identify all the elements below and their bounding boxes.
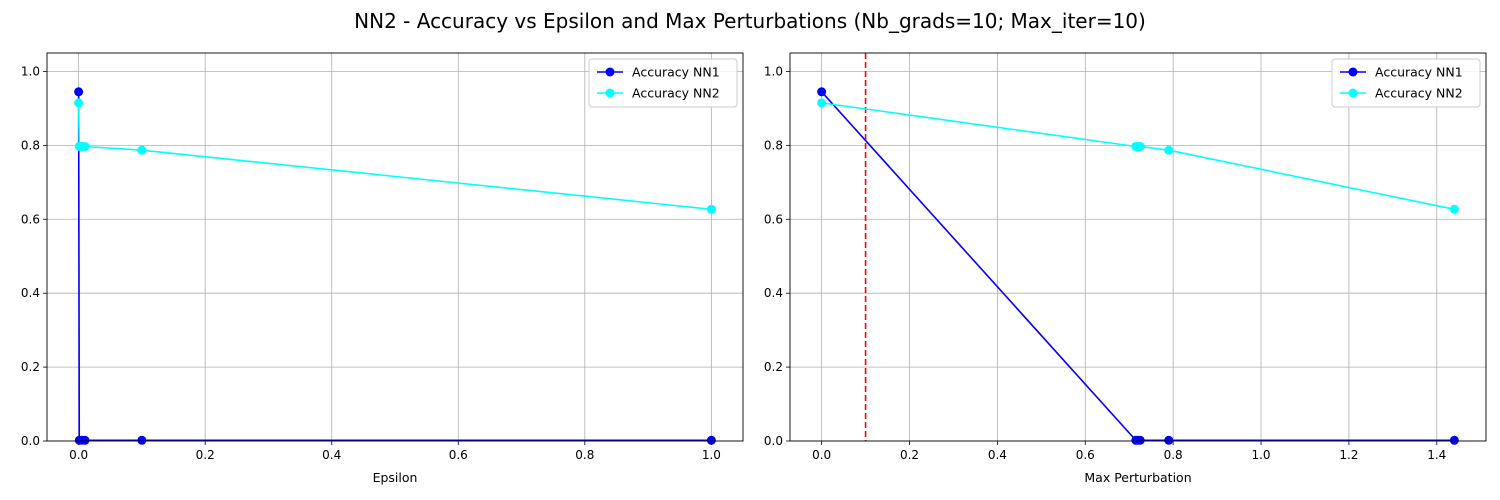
right-axes-frame bbox=[789, 52, 1487, 442]
right-chart-panel: 0.0 0.2 0.4 0.6 0.8 1.0 1.2 1.4 0.0 0.2 0.4 0.6 0.8 1… bbox=[764, 52, 1487, 485]
right-x-tick-label: 1.4 bbox=[1427, 448, 1446, 462]
left-legend-marker bbox=[605, 67, 615, 77]
right-x-tick-label: 0.2 bbox=[900, 448, 919, 462]
right-plot-area bbox=[790, 53, 1486, 441]
left-y-tick-label: 0.0 bbox=[21, 434, 40, 448]
left-data-point-nn1 bbox=[80, 435, 90, 445]
right-x-tick-label: 1.0 bbox=[1251, 448, 1270, 462]
right-y-tick-label: 1.0 bbox=[764, 64, 783, 78]
right-data-point-nn2 bbox=[1164, 145, 1174, 155]
right-data-point-nn1 bbox=[1449, 435, 1459, 445]
left-y-tick-label: 0.6 bbox=[21, 212, 40, 226]
left-x-tick-label: 0.6 bbox=[449, 448, 468, 462]
left-x-tick-label: 0.0 bbox=[69, 448, 88, 462]
left-data-point-nn2 bbox=[706, 204, 716, 214]
right-legend-box bbox=[1331, 58, 1481, 108]
right-x-tick-label: 0.4 bbox=[988, 448, 1007, 462]
right-legend-label: Accuracy NN1 bbox=[1375, 65, 1463, 80]
right-legend-label: Accuracy NN2 bbox=[1375, 86, 1463, 101]
right-legend-marker bbox=[1348, 67, 1358, 77]
left-x-tick-label: 0.2 bbox=[196, 448, 215, 462]
left-data-point-nn1 bbox=[137, 435, 147, 445]
left-y-tick-label: 1.0 bbox=[21, 64, 40, 78]
right-y-tick-label: 0.4 bbox=[764, 286, 783, 300]
right-data-point-nn1 bbox=[1135, 435, 1145, 445]
left-data-point-nn1 bbox=[706, 435, 716, 445]
figure-suptitle: NN2 - Accuracy vs Epsilon and Max Pertur… bbox=[354, 9, 1146, 33]
right-data-point-nn2 bbox=[1135, 141, 1145, 151]
left-y-tick-label: 0.2 bbox=[21, 360, 40, 374]
left-x-tick-label: 0.8 bbox=[575, 448, 594, 462]
left-y-tick-label: 0.4 bbox=[21, 286, 40, 300]
left-data-point-nn2 bbox=[137, 145, 147, 155]
left-data-point-nn2 bbox=[80, 141, 90, 151]
right-x-tick-label: 0.6 bbox=[1076, 448, 1095, 462]
right-data-point-nn2 bbox=[817, 98, 827, 108]
right-x-tick-label: 1.2 bbox=[1339, 448, 1358, 462]
right-data-point-nn1 bbox=[817, 87, 827, 97]
right-y-tick-label: 0.2 bbox=[764, 360, 783, 374]
right-y-tick-label: 0.6 bbox=[764, 212, 783, 226]
left-axes-frame bbox=[46, 52, 744, 442]
left-x-tick-label: 0.4 bbox=[322, 448, 341, 462]
left-x-tick-label: 1.0 bbox=[702, 448, 721, 462]
left-y-tick-label: 0.8 bbox=[21, 138, 40, 152]
left-x-axis-label: Epsilon bbox=[373, 470, 418, 485]
left-data-point-nn1 bbox=[74, 87, 84, 97]
left-legend: Accuracy NN1 Accuracy NN2 bbox=[588, 58, 738, 108]
right-data-point-nn2 bbox=[1449, 204, 1459, 214]
right-x-tick-label: 0.0 bbox=[812, 448, 831, 462]
left-legend-label: Accuracy NN1 bbox=[632, 65, 720, 80]
left-legend-label: Accuracy NN2 bbox=[632, 86, 720, 101]
right-x-axis-label: Max Perturbation bbox=[1084, 470, 1191, 485]
left-legend-marker bbox=[605, 88, 615, 98]
left-plot-area bbox=[47, 53, 743, 441]
left-legend-box bbox=[588, 58, 738, 108]
right-data-point-nn1 bbox=[1164, 435, 1174, 445]
right-y-tick-label: 0.0 bbox=[764, 434, 783, 448]
left-chart-panel: 0.0 0.2 0.4 0.6 0.8 1.0 0.0 0.2 0.4 0.6 0.8 1.0 Epsi… bbox=[21, 52, 744, 485]
right-legend-marker bbox=[1348, 88, 1358, 98]
right-x-tick-label: 0.8 bbox=[1164, 448, 1183, 462]
right-legend: Accuracy NN1 Accuracy NN2 bbox=[1331, 58, 1481, 108]
right-y-tick-label: 0.8 bbox=[764, 138, 783, 152]
left-data-point-nn2 bbox=[74, 98, 84, 108]
